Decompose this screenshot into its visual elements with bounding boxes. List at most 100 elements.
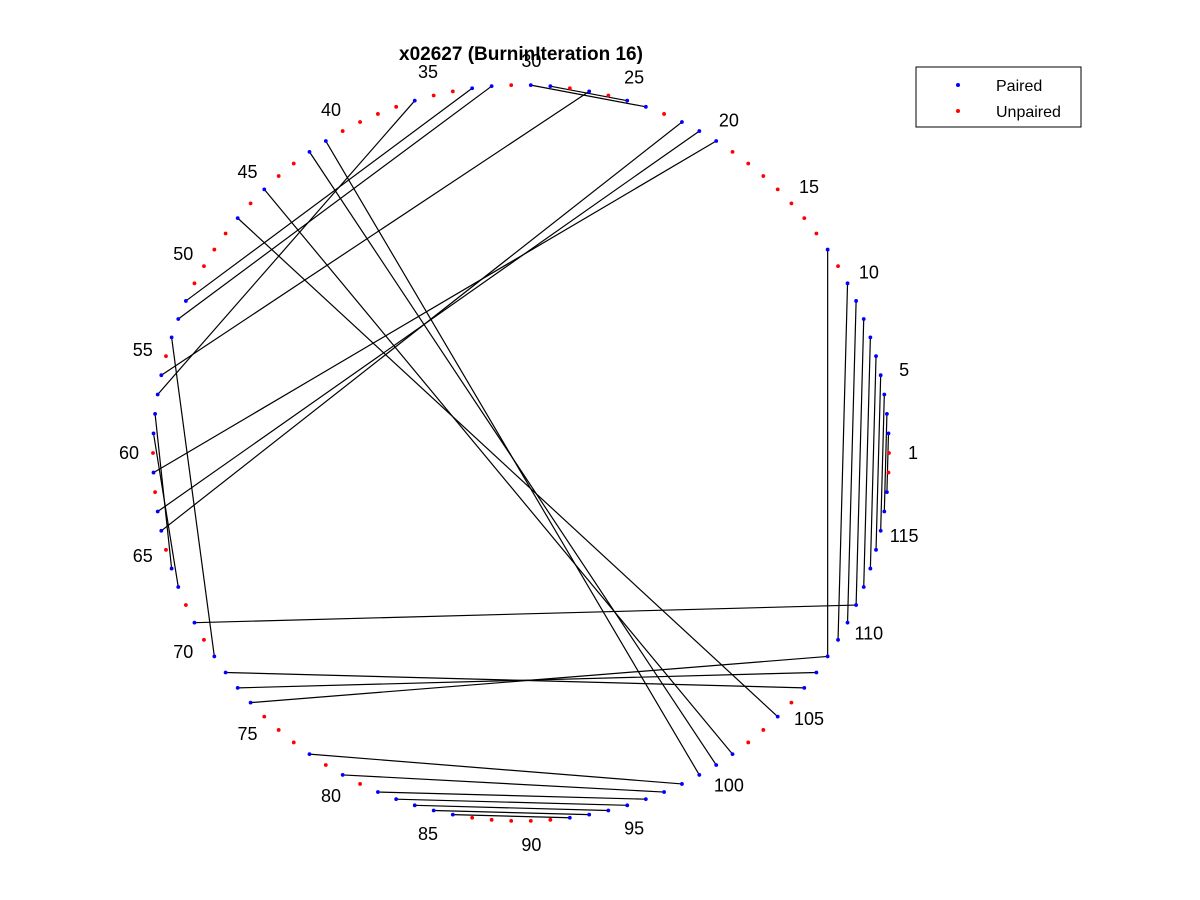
tick-label-100: 100 xyxy=(714,775,744,795)
unpaired-point-55 xyxy=(164,354,168,359)
unpaired-point-19 xyxy=(730,149,735,154)
pair-chord-7-112 xyxy=(863,337,871,588)
unpaired-point-70 xyxy=(202,637,206,642)
unpaired-point-62 xyxy=(153,490,157,495)
unpaired-point-40 xyxy=(340,129,345,133)
paired-point-7 xyxy=(868,335,873,340)
paired-point-86 xyxy=(450,812,455,817)
tick-label-110: 110 xyxy=(854,624,883,644)
paired-point-22 xyxy=(680,120,684,124)
pair-chord-3-116 xyxy=(883,413,888,512)
pair-chord-59-67 xyxy=(152,433,179,588)
tick-labels: 1510152025303540455055606570758085909510… xyxy=(119,51,919,855)
unpaired-point-28 xyxy=(567,86,572,91)
pair-chords xyxy=(152,84,890,819)
tick-label-105: 105 xyxy=(794,709,824,729)
paired-point-61 xyxy=(151,470,156,475)
paired-point-25 xyxy=(625,98,630,103)
paired-point-4 xyxy=(882,392,887,397)
pair-chord-27-56 xyxy=(160,90,590,376)
unpaired-point-102 xyxy=(746,740,751,745)
pair-chord-83-95 xyxy=(396,798,628,806)
paired-point-30 xyxy=(528,83,533,88)
paired-point-63 xyxy=(155,509,160,514)
paired-point-58 xyxy=(153,411,157,416)
unpaired-point-87 xyxy=(470,815,475,820)
tick-label-35: 35 xyxy=(418,62,438,82)
legend: Paired Unpaired xyxy=(915,66,1082,128)
unpaired-point-11 xyxy=(836,264,840,269)
paired-point-116 xyxy=(882,509,887,514)
tick-label-75: 75 xyxy=(238,724,258,744)
tick-label-50: 50 xyxy=(173,244,193,264)
tick-label-115: 115 xyxy=(890,526,919,546)
unpaired-point-17 xyxy=(761,174,766,178)
paired-point-101 xyxy=(730,752,735,757)
tick-label-45: 45 xyxy=(238,162,258,182)
unpaired-point-118 xyxy=(886,470,891,475)
unpaired-point-37 xyxy=(394,104,399,109)
unpaired-point-23 xyxy=(662,112,666,116)
tick-label-70: 70 xyxy=(173,642,193,662)
pair-chord-5-114 xyxy=(875,375,882,550)
tick-label-15: 15 xyxy=(799,177,819,197)
tick-label-80: 80 xyxy=(321,786,341,806)
paired-point-83 xyxy=(394,797,399,802)
paired-point-36 xyxy=(412,98,417,103)
pair-chord-78-98 xyxy=(309,753,682,785)
paired-point-97 xyxy=(662,790,666,794)
unpaired-point-18 xyxy=(746,161,751,166)
paired-point-9 xyxy=(854,299,859,303)
pair-chord-54-71 xyxy=(171,337,215,657)
unpaired-point-35 xyxy=(431,93,436,98)
unpaired-point-46 xyxy=(248,201,253,206)
pair-chord-85-93 xyxy=(433,809,590,816)
paired-point-20 xyxy=(714,139,719,143)
paired-point-114 xyxy=(874,547,878,552)
unpaired-point-77 xyxy=(291,740,296,745)
tick-label-1: 1 xyxy=(908,443,918,463)
pair-chord-10-109 xyxy=(837,283,849,640)
legend-label-unpaired: Unpaired xyxy=(996,104,1061,121)
pair-chord-4-115 xyxy=(880,394,885,531)
paired-point-73 xyxy=(235,685,240,690)
paired-point-107 xyxy=(814,670,819,675)
paired-point-3 xyxy=(885,411,889,416)
tick-label-10: 10 xyxy=(859,262,879,282)
unpaired-point-50 xyxy=(202,264,206,269)
paired-point-10 xyxy=(845,281,850,286)
tick-label-60: 60 xyxy=(119,443,139,463)
paired-point-21 xyxy=(697,129,702,133)
tick-label-65: 65 xyxy=(133,546,153,566)
tick-label-40: 40 xyxy=(321,100,341,120)
paired-point-99 xyxy=(697,773,702,777)
legend-marker-paired xyxy=(956,83,960,87)
legend-label-paired: Paired xyxy=(996,78,1042,95)
pair-chord-22-64 xyxy=(160,121,683,532)
unpaired-point-13 xyxy=(814,231,819,236)
paired-point-69 xyxy=(192,620,197,625)
unpaired-point-75 xyxy=(262,714,267,719)
unpaired-point-91 xyxy=(548,817,553,822)
paired-point-98 xyxy=(680,782,684,786)
pair-chord-24-30 xyxy=(530,84,646,108)
paired-point-112 xyxy=(861,585,866,589)
pair-chord-45-101 xyxy=(263,188,733,755)
tick-label-20: 20 xyxy=(719,111,739,131)
paired-point-100 xyxy=(714,763,719,767)
tick-label-85: 85 xyxy=(418,824,438,844)
paired-point-8 xyxy=(861,317,866,321)
tick-label-90: 90 xyxy=(521,835,541,855)
unpaired-point-60 xyxy=(151,451,155,455)
chart-title: x02627 (BurninIteration 16) xyxy=(399,44,643,65)
paired-point-106 xyxy=(802,685,807,690)
pair-chord-47-104 xyxy=(237,217,779,718)
paired-point-95 xyxy=(625,803,630,808)
pair-chord-25-29 xyxy=(550,85,628,102)
pair-chord-74-108 xyxy=(250,655,828,704)
pair-chord-42-100 xyxy=(308,151,717,766)
pair-chord-9-110 xyxy=(846,300,857,623)
pair-chord-33-52 xyxy=(185,87,473,302)
pair-chord-20-61 xyxy=(153,140,717,474)
tick-label-25: 25 xyxy=(624,68,644,88)
